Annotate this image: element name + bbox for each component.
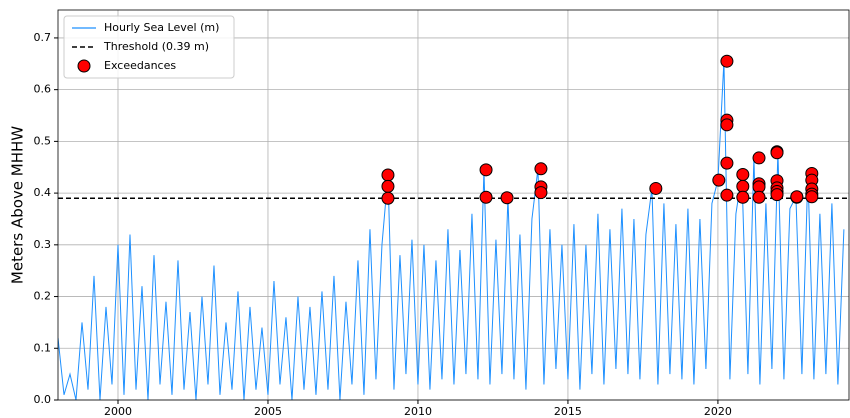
y-tick-label: 0.6 bbox=[34, 83, 52, 96]
exceedance-point bbox=[534, 162, 548, 176]
exceedance-point bbox=[381, 191, 395, 205]
exceedance-point bbox=[712, 173, 726, 187]
exceedance-point bbox=[720, 156, 734, 170]
legend-label: Threshold (0.39 m) bbox=[103, 40, 209, 53]
y-axis-label: Meters Above MHHW bbox=[9, 126, 27, 284]
exceedance-point bbox=[805, 190, 819, 204]
exceedance-point bbox=[381, 168, 395, 182]
exceedance-point bbox=[720, 188, 734, 202]
exceedance-point bbox=[534, 186, 548, 200]
exceedance-point bbox=[720, 118, 734, 132]
exceedance-point bbox=[381, 179, 395, 193]
exceedance-point bbox=[500, 191, 514, 205]
exceedance-point bbox=[479, 190, 493, 204]
x-tick-label: 2020 bbox=[704, 405, 732, 418]
legend-swatch bbox=[77, 59, 91, 73]
legend-label: Hourly Sea Level (m) bbox=[104, 21, 219, 34]
exceedance-point bbox=[770, 188, 784, 202]
exceedance-point bbox=[649, 181, 663, 195]
exceedance-point bbox=[752, 190, 766, 204]
exceedance-point bbox=[752, 151, 766, 165]
exceedance-point bbox=[736, 190, 750, 204]
sea-level-line bbox=[58, 61, 845, 400]
y-tick-label: 0.1 bbox=[34, 341, 52, 354]
y-tick-label: 0.5 bbox=[34, 134, 52, 147]
y-tick-label: 0.2 bbox=[34, 290, 52, 303]
legend-box bbox=[63, 15, 235, 79]
exceedance-point bbox=[790, 190, 804, 204]
x-tick-label: 2015 bbox=[554, 405, 582, 418]
exceedance-point bbox=[479, 163, 493, 177]
exceedance-point bbox=[770, 146, 784, 160]
legend-label: Exceedances bbox=[104, 59, 176, 72]
y-tick-label: 0.3 bbox=[34, 238, 52, 251]
exceedance-point bbox=[736, 179, 750, 193]
y-tick-label: 0.4 bbox=[34, 186, 52, 199]
y-tick-label: 0.7 bbox=[34, 31, 52, 44]
plot-frame bbox=[57, 9, 850, 401]
x-tick-label: 2005 bbox=[254, 405, 282, 418]
y-tick-label: 0.0 bbox=[34, 393, 52, 406]
exceedance-point bbox=[720, 54, 734, 68]
x-tick-label: 2010 bbox=[404, 405, 432, 418]
x-tick-label: 2000 bbox=[104, 405, 132, 418]
plot-area bbox=[58, 61, 849, 400]
exceedance-point bbox=[736, 167, 750, 181]
